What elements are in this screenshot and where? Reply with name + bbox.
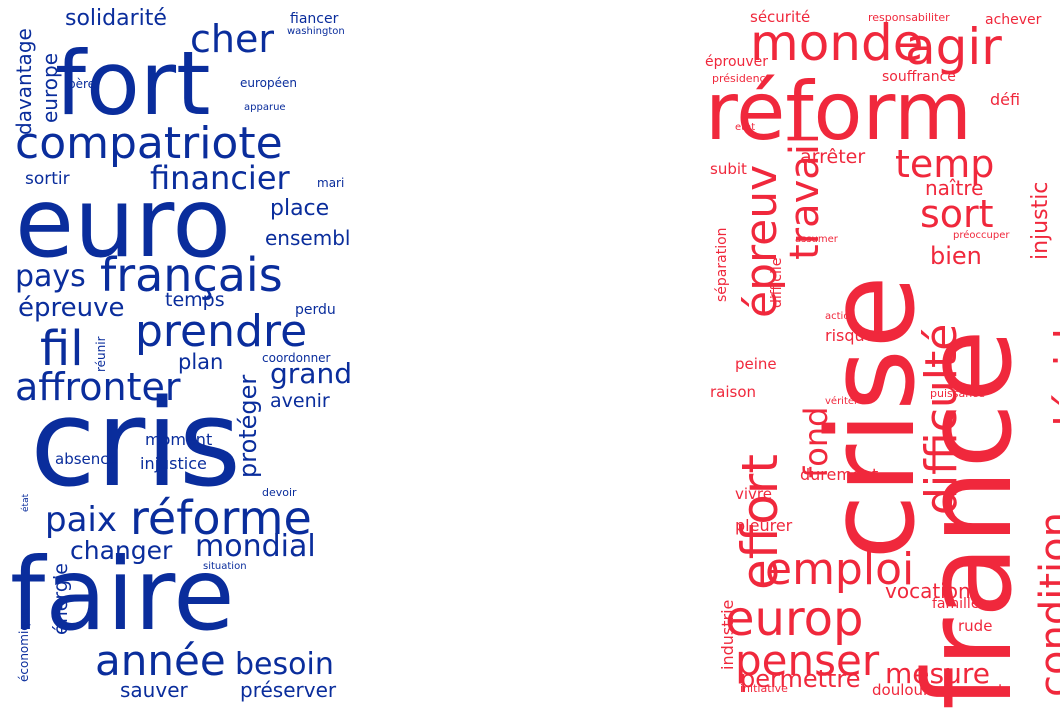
cloud-word: solidarité [65, 6, 167, 31]
cloud-word: économique [17, 608, 31, 682]
cloud-word: temps [165, 289, 225, 311]
cloud-word: rude [958, 617, 993, 635]
cloud-word: europ [725, 591, 864, 647]
cloud-word: moment [145, 430, 213, 449]
cloud-word: puissance [930, 387, 985, 400]
cloud-word: séparation [714, 227, 730, 302]
cloud-word: perdu [295, 302, 336, 318]
cloud-word: état [21, 493, 31, 512]
cloud-word: cris [30, 375, 242, 514]
cloud-word: pleurer [735, 516, 793, 535]
cloud-word: énergie [50, 563, 72, 635]
cloud-word: changer [70, 536, 173, 565]
cloud-word: réforme [130, 491, 312, 545]
cloud-word: fil [40, 321, 84, 377]
cloud-word: épreuve [18, 293, 125, 323]
cloud-word: coordonner [262, 351, 331, 365]
cloud-word: difficulté [916, 323, 967, 515]
cloud-word: douloureusement [872, 681, 1004, 699]
cloud-word: mondial [195, 529, 316, 564]
cloud-word: emploi [765, 544, 915, 595]
cloud-word: sauver [120, 678, 188, 702]
cloud-word: français [100, 248, 283, 302]
cloud-word: naître [925, 176, 984, 200]
cloud-word: sort [920, 192, 994, 236]
cloud-word: devoir [262, 486, 297, 499]
cloud-word: achever [985, 12, 1042, 28]
cloud-word: initiative [740, 682, 788, 695]
cloud-word: préserver [240, 678, 337, 702]
cloud-word: responsabiliter [868, 11, 950, 24]
cloud-word: préoccuper [953, 230, 1010, 241]
cloud-word: subit [710, 160, 747, 178]
cloud-word: agir [905, 18, 1002, 76]
cloud-word: europe [38, 53, 62, 123]
cloud-word: prendre [135, 306, 308, 357]
cloud-word: réform [705, 65, 972, 158]
cloud-word: assumer [795, 234, 838, 245]
cloud-word: décider [1046, 284, 1060, 442]
cloud-word: présidenc [712, 72, 766, 85]
cloud-word: réunir [94, 336, 108, 372]
cloud-word: cher [190, 17, 274, 61]
cloud-word: famille [932, 596, 980, 612]
cloud-word: action [825, 311, 856, 322]
cloud-word: washington [287, 26, 345, 37]
cloud-word: raison [710, 383, 757, 401]
cloud-word: père [68, 77, 96, 91]
cloud-word: apparue [244, 102, 286, 113]
cloud-word: plan [178, 350, 224, 374]
cloud-word: pays [15, 259, 86, 294]
cloud-word: souffrance [882, 69, 956, 85]
cloud-word: financier [150, 159, 290, 197]
cloud-word: bien [930, 242, 982, 270]
cloud-word: penser [735, 636, 880, 685]
cloud-word: faire [10, 536, 235, 653]
word-cloud-right: réform crise france monde agir temp sort épreuv… [700, 0, 1060, 713]
cloud-word: avenir [270, 390, 330, 412]
cloud-word: mesure [885, 657, 990, 690]
cloud-word: permettre [740, 665, 861, 693]
cloud-word: risquer [825, 326, 882, 345]
cloud-word: davantage [12, 28, 36, 135]
cloud-word: européen [240, 76, 297, 90]
cloud-word: défi [990, 90, 1021, 109]
cloud-word: durement [800, 465, 879, 484]
cloud-word: grand [270, 357, 352, 390]
cloud-word: situation [203, 561, 247, 572]
cloud-word: sortir [25, 169, 70, 189]
cloud-word: ensembl [265, 226, 351, 250]
cloud-word: année [95, 636, 226, 685]
cloud-word: difficile [769, 257, 785, 308]
cloud-word: temp [895, 142, 995, 186]
cloud-word: arrêter [800, 146, 866, 168]
cloud-word: besoin [235, 647, 334, 682]
cloud-word: absence [55, 450, 118, 468]
cloud-word: vériter [825, 396, 859, 407]
cloud-word: condition [1032, 512, 1060, 697]
cloud-word: éprouver [705, 54, 769, 70]
cloud-word: industrie [718, 599, 737, 670]
cloud-word: euro [15, 167, 231, 279]
cloud-word: fiancer [290, 11, 339, 27]
cloud-word: protéger [234, 374, 262, 478]
cloud-word: vocation [885, 579, 971, 603]
word-cloud-left: fort euro cris faire compatriote français pren… [0, 0, 360, 713]
cloud-word: sécurité [750, 8, 811, 26]
cloud-word: place [270, 196, 330, 221]
cloud-word: mari [317, 176, 345, 190]
cloud-word: injustice [140, 454, 207, 473]
cloud-word: compatriote [15, 118, 283, 169]
cloud-word: etat [735, 122, 756, 133]
cloud-word: injustic [1028, 181, 1053, 260]
cloud-word: monde [750, 14, 924, 72]
cloud-word: affronter [15, 365, 181, 409]
cloud-word: fort [55, 32, 211, 135]
cloud-word: paix [45, 500, 117, 540]
cloud-word: peine [735, 355, 777, 373]
cloud-word: vivre [735, 485, 772, 503]
